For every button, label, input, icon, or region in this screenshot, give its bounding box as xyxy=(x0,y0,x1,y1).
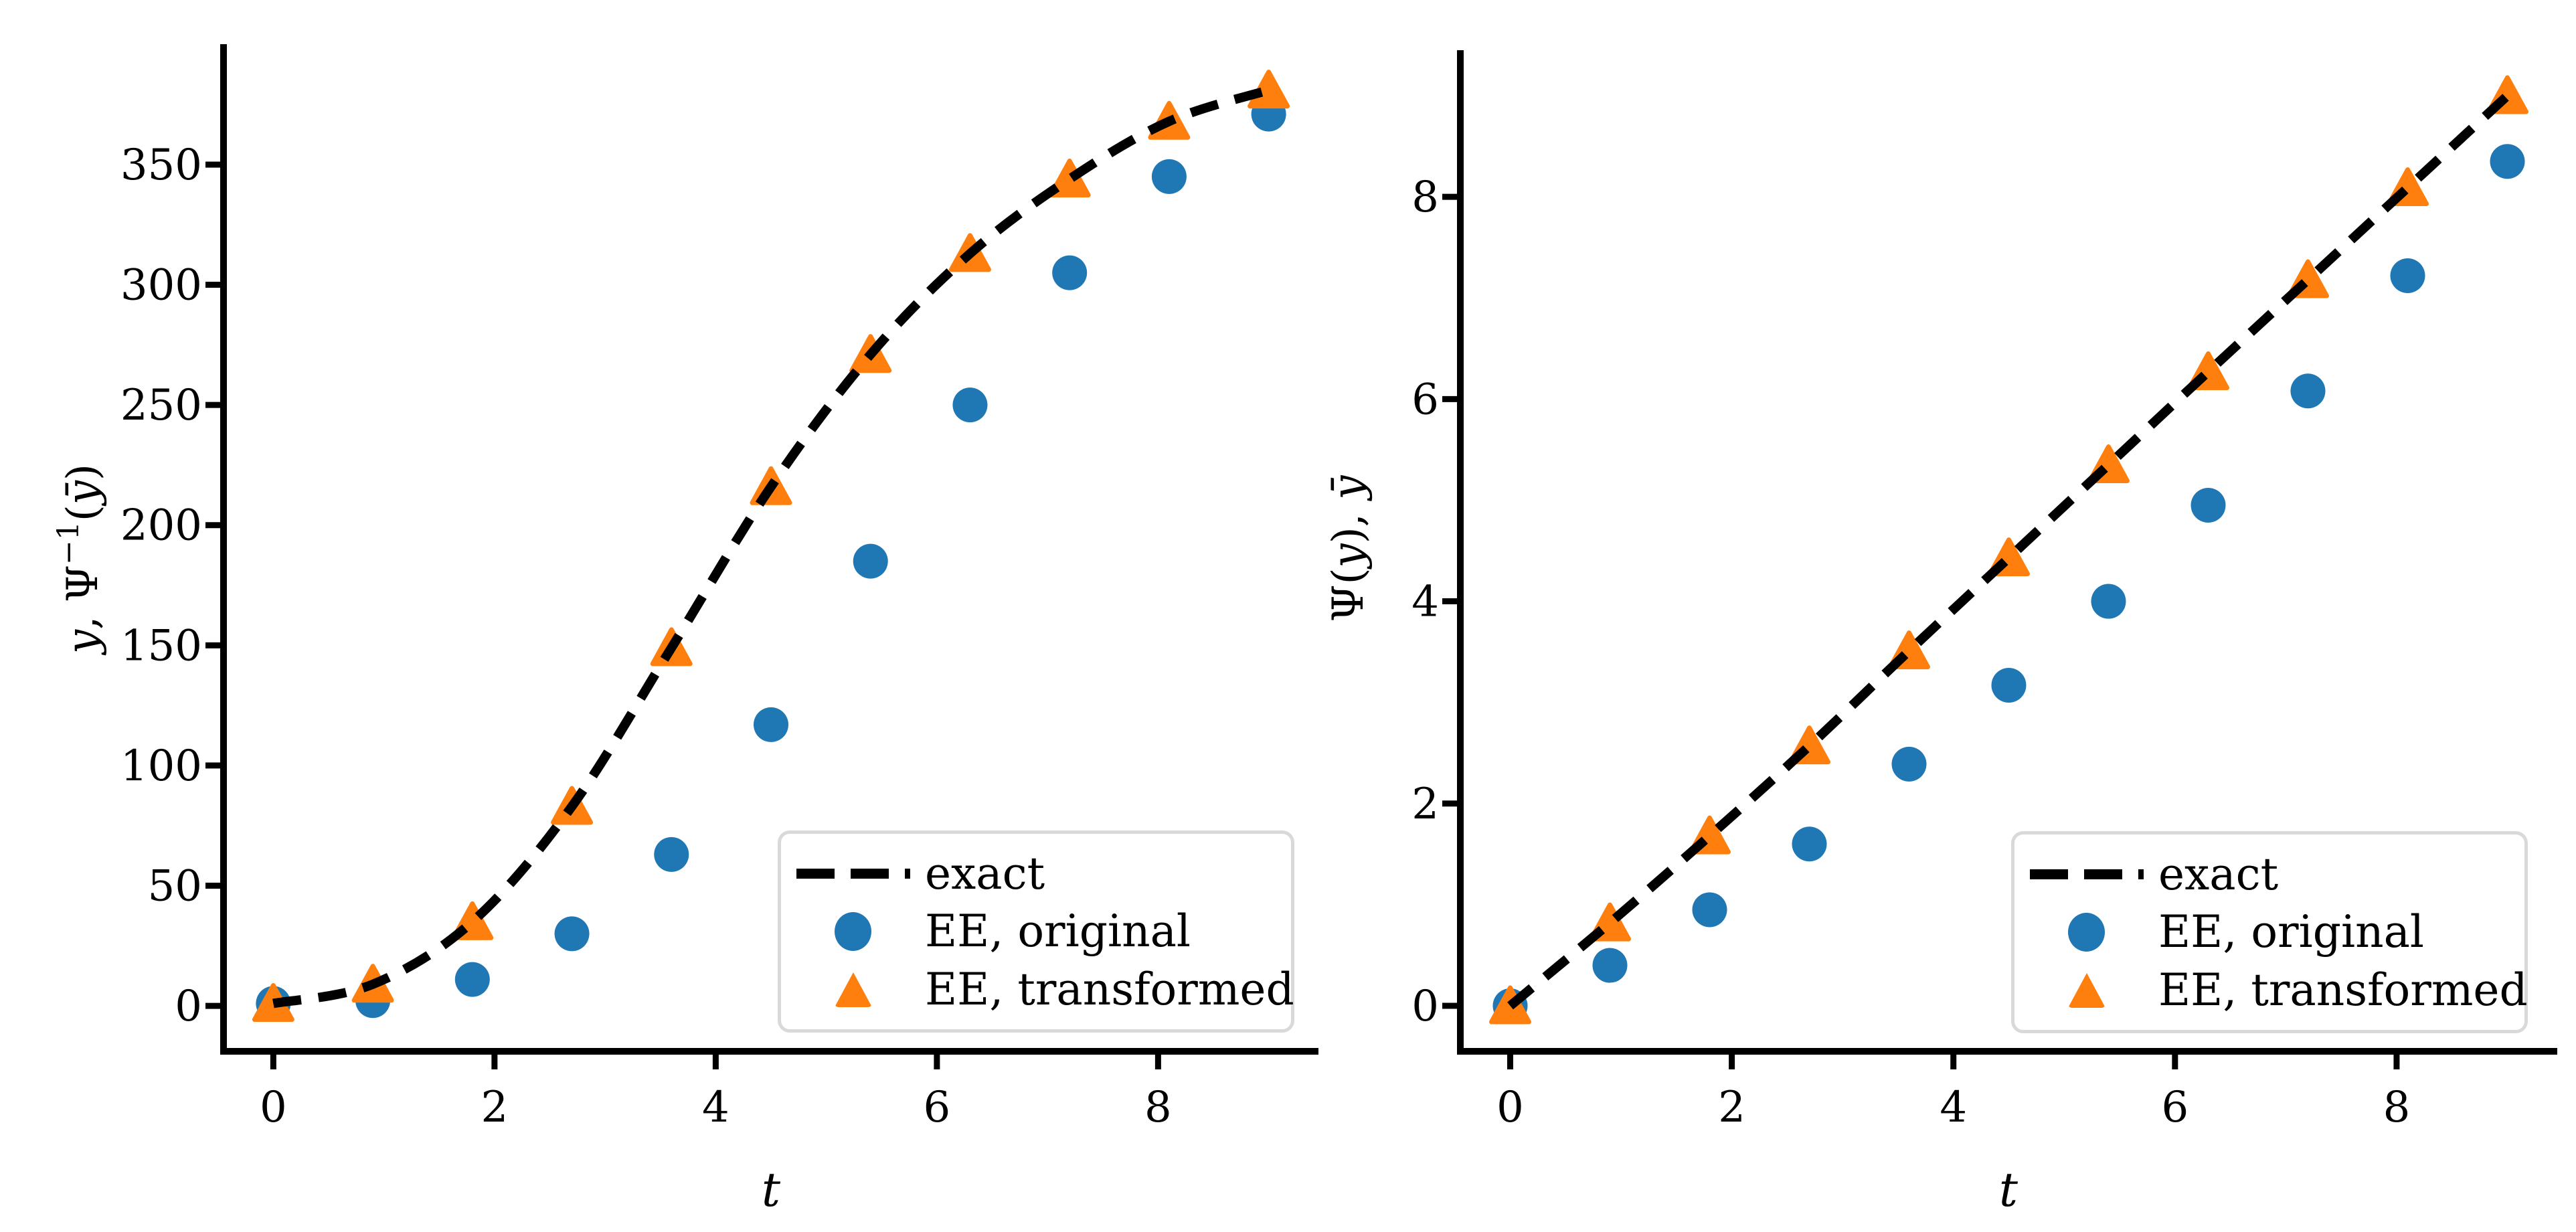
y-tick-label: 0 xyxy=(175,982,202,1031)
x-tick-label: 8 xyxy=(2383,1083,2411,1132)
y-tick-label: 100 xyxy=(120,741,202,791)
y-tick-label: 200 xyxy=(120,501,202,551)
exact-curve xyxy=(272,85,1270,1008)
data-point-circle xyxy=(654,837,689,872)
dashed-line-icon xyxy=(2029,869,2144,879)
y-tick-label: 0 xyxy=(1411,982,1439,1031)
right-y-axis-label: Ψ(y), ȳ xyxy=(1315,147,1382,950)
y-tick-label: 300 xyxy=(120,261,202,311)
dashed-line-icon xyxy=(796,868,910,879)
x-tick-label: 0 xyxy=(1496,1083,1524,1132)
data-point-circle xyxy=(2390,258,2425,293)
x-tick-label: 4 xyxy=(1940,1083,1967,1132)
data-point-circle xyxy=(1151,159,1187,194)
left-legend: exact EE, original EE, transformed xyxy=(778,830,1294,1033)
x-tick-label: 2 xyxy=(481,1083,509,1132)
data-point-circle xyxy=(2091,584,2126,619)
x-tick-label: 2 xyxy=(1718,1083,1745,1132)
triangle-marker-icon xyxy=(834,972,872,1007)
legend-entry-ee-transformed: EE, transformed xyxy=(2014,964,2528,1016)
legend-entry-ee-transformed: EE, transformed xyxy=(781,964,1294,1016)
y-tick-label: 2 xyxy=(1411,780,1439,829)
y-tick-label: 4 xyxy=(1411,578,1439,627)
y-axis-label-part: ( xyxy=(58,505,108,522)
left-plot: 0 2 4 6 8 0 50 100 150 200 250 300 350 xyxy=(120,44,1318,1132)
y-axis-label-part: Ψ xyxy=(58,565,108,603)
x-tick-label: 4 xyxy=(702,1083,729,1132)
data-point-circle xyxy=(754,707,788,742)
legend-entry-exact: exact xyxy=(781,848,1291,899)
y-axis-label-part: Ψ xyxy=(1324,584,1373,622)
y-axis-label-part: ( xyxy=(1324,567,1373,585)
y-axis-label-part: ȳ xyxy=(58,480,108,505)
y-axis-label-part: ) xyxy=(1324,527,1373,544)
y-axis-label-part: −1 xyxy=(52,521,86,565)
data-point-circle xyxy=(1792,826,1827,862)
data-point-circle xyxy=(1891,746,1927,782)
data-point-circle xyxy=(952,387,988,423)
legend-entry-ee-original: EE, original xyxy=(781,905,1291,957)
left-x-axis-label: t xyxy=(761,1162,781,1217)
y-tick-label: 8 xyxy=(1411,173,1439,222)
y-axis-label-part: y xyxy=(1324,543,1373,568)
data-point-circle xyxy=(2490,144,2525,179)
data-point-circle xyxy=(554,916,590,952)
legend-label: exact xyxy=(2158,848,2279,900)
x-tick-label: 6 xyxy=(2161,1083,2188,1132)
y-axis-label-part: y xyxy=(58,629,108,654)
data-point-circle xyxy=(1052,255,1088,290)
data-point-circle xyxy=(2290,373,2326,409)
x-tick-label: 6 xyxy=(924,1083,951,1132)
y-tick-label: 250 xyxy=(120,381,202,430)
x-tick-label: 8 xyxy=(1144,1083,1172,1132)
data-point-circle xyxy=(454,962,490,997)
data-point-circle xyxy=(1991,667,2027,703)
data-point-circle xyxy=(1692,892,1727,928)
legend-entry-exact: exact xyxy=(2014,849,2524,900)
legend-label: EE, original xyxy=(925,905,1191,958)
y-axis-label-part: , xyxy=(58,602,108,630)
y-axis-label-part: , xyxy=(1324,499,1373,527)
y-tick-label: 350 xyxy=(120,141,202,190)
y-axis-label-part: ) xyxy=(58,464,108,480)
right-x-axis-label: t xyxy=(1998,1162,2019,1217)
exact-curve xyxy=(1507,92,2511,1010)
left-y-axis-label: y, Ψ−1(ȳ) xyxy=(35,157,108,960)
x-tick-label: 0 xyxy=(260,1083,287,1132)
legend-label: EE, transformed xyxy=(2158,964,2528,1017)
y-axis-label-part: ȳ xyxy=(1324,475,1373,500)
triangle-marker-icon xyxy=(2067,972,2106,1008)
data-point-circle xyxy=(853,543,888,579)
legend-entry-ee-original: EE, original xyxy=(2014,906,2524,958)
y-tick-label: 6 xyxy=(1411,375,1439,424)
legend-label: exact xyxy=(925,847,1045,899)
right-legend: exact EE, original EE, transformed xyxy=(2011,831,2528,1033)
data-point-circle xyxy=(2191,488,2226,523)
legend-label: EE, transformed xyxy=(925,964,1294,1016)
data-point-circle xyxy=(1592,948,1628,983)
y-tick-label: 150 xyxy=(120,621,202,671)
y-tick-label: 50 xyxy=(148,862,202,911)
circle-marker-icon xyxy=(2068,912,2105,952)
circle-marker-icon xyxy=(835,911,871,951)
legend-label: EE, original xyxy=(2158,906,2425,958)
right-plot: 0 2 4 6 8 0 2 4 6 8 xyxy=(1411,50,2557,1132)
